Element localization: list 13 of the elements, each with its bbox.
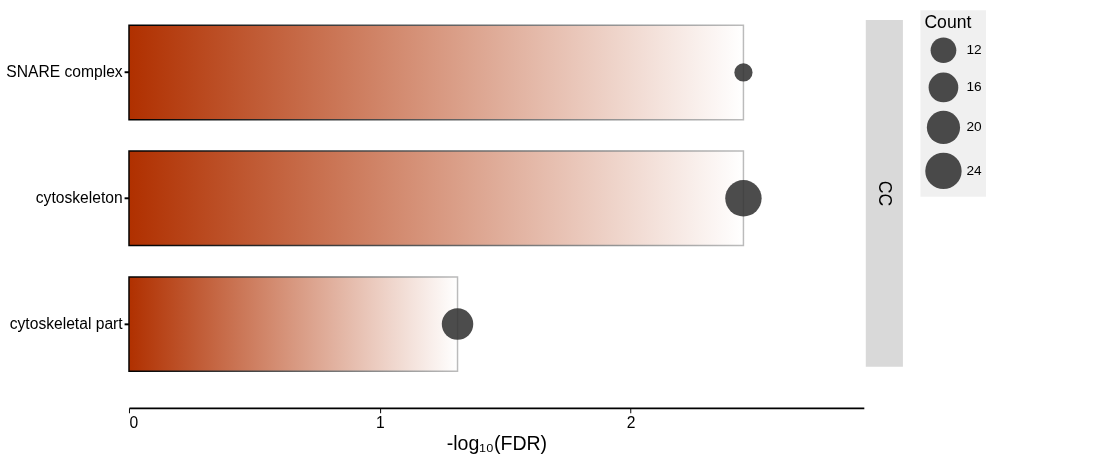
y-tick-label: SNARE complex [6,63,123,81]
x-tick-label: 1 [375,413,385,431]
y-tick-label: cytoskeleton [35,189,123,207]
legend-label: 24 [966,162,983,178]
legend-label: 16 [966,79,982,95]
legend-title: Count [924,11,972,32]
text: CC [875,180,896,207]
x-tick-label: 0 [129,413,139,431]
legend-label: 20 [966,119,983,135]
x-tick-label: 2 [626,413,636,431]
legend-label: 12 [966,42,982,58]
y-tick-label: cytoskeletal part [9,315,124,332]
x-axis-title: -log₁₀(FDR) [446,432,548,455]
